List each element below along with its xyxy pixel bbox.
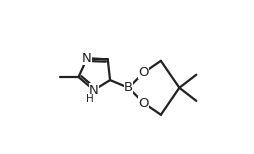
Text: O: O xyxy=(139,97,149,110)
Text: N: N xyxy=(82,52,92,65)
Text: N: N xyxy=(89,84,99,97)
Text: H: H xyxy=(86,94,93,103)
Text: B: B xyxy=(124,81,133,94)
Text: O: O xyxy=(139,66,149,79)
